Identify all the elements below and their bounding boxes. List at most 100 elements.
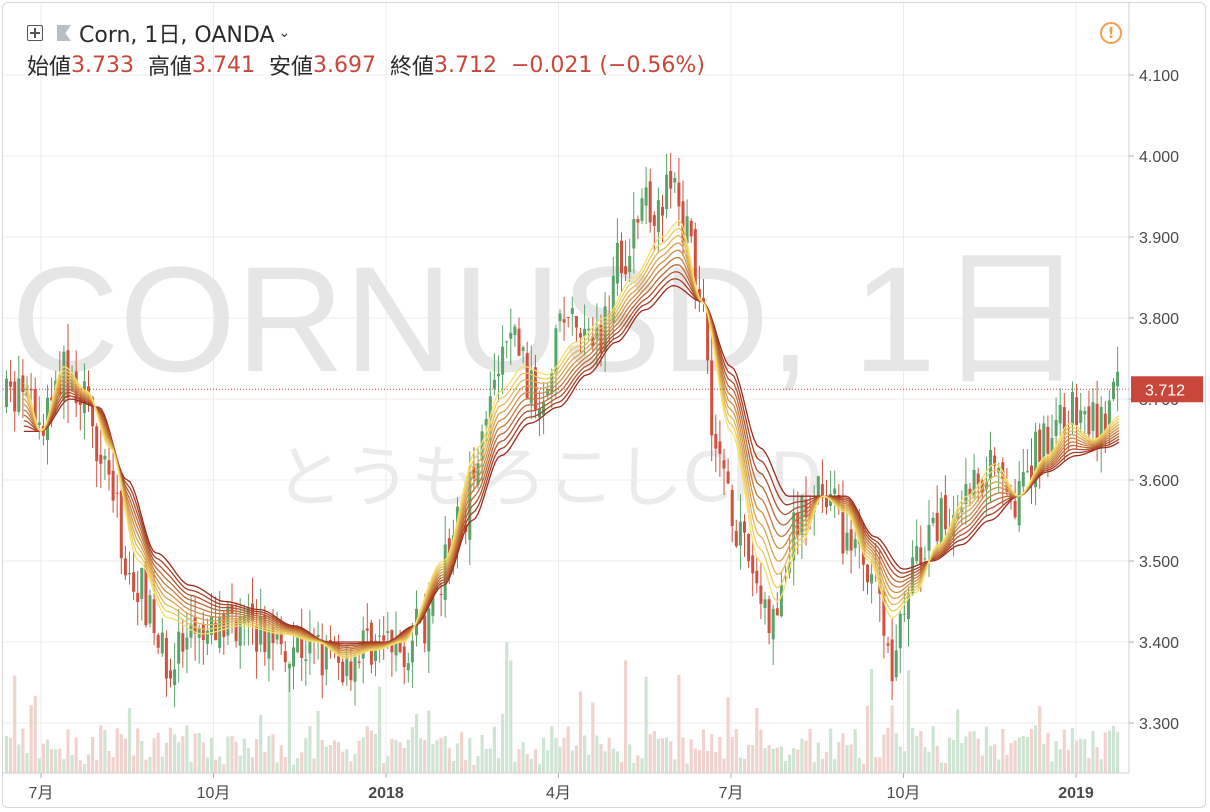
volume-bar <box>1001 729 1005 773</box>
candle-body <box>902 613 906 615</box>
price-axis: 3.3003.4003.5003.6003.7003.8003.9004.000… <box>1128 3 1203 773</box>
candle-body <box>1071 392 1074 425</box>
high-label: 高値 <box>148 55 193 80</box>
volume-bar <box>66 729 70 773</box>
volume-bar <box>271 734 275 773</box>
candle-body <box>164 637 168 679</box>
candle-body <box>853 539 857 549</box>
candle-body <box>13 381 17 412</box>
alert-circle-icon[interactable]: ! <box>1100 22 1122 44</box>
chart-canvas[interactable]: CORNUSD, 1日とうもろこしCFD3.3003.4003.5003.600… <box>3 3 1206 808</box>
candle-body <box>656 200 660 233</box>
volume-bar <box>554 738 558 773</box>
volume-bar <box>173 734 177 773</box>
candle-body <box>825 495 828 508</box>
volume-bar <box>287 661 291 773</box>
volume-bar <box>759 729 763 773</box>
candle-body <box>394 638 398 656</box>
volume-bar <box>9 737 13 773</box>
volume-bar <box>250 757 255 773</box>
volume-bar <box>824 752 829 773</box>
volume-bar <box>1091 731 1095 773</box>
volume-bar <box>189 761 193 773</box>
candle-body <box>579 333 582 338</box>
ribbon-line <box>23 242 1120 654</box>
volume-bar <box>345 749 349 773</box>
volume-bar <box>738 757 742 773</box>
volume-bar <box>246 748 250 773</box>
volume-bar <box>1075 740 1079 773</box>
candle-body <box>570 308 574 314</box>
candle-body <box>923 558 927 560</box>
candle-body <box>931 517 935 524</box>
volume-bar <box>300 752 304 773</box>
volume-bar <box>894 733 898 773</box>
candle-body <box>296 637 300 653</box>
volume-bar <box>783 760 788 773</box>
candle-body <box>484 418 488 426</box>
ribbon-line <box>23 234 1120 656</box>
candle-body <box>398 642 402 653</box>
plus-box-icon[interactable] <box>27 25 43 41</box>
volume-bar <box>1083 739 1087 773</box>
volume-bar <box>353 754 357 773</box>
candle-body <box>677 182 681 207</box>
open-label: 始値 <box>27 55 72 80</box>
volume-bar <box>988 746 993 773</box>
volume-bar <box>41 743 45 773</box>
candle-body <box>160 632 164 654</box>
candle-body <box>255 626 259 652</box>
volume-bar <box>587 754 591 773</box>
volume-bar <box>365 726 369 773</box>
volume-bar <box>25 753 29 773</box>
volume-bar <box>140 740 144 773</box>
price-tick-label: 4.000 <box>1139 149 1179 166</box>
volume-bar <box>509 660 513 773</box>
volume-bar <box>398 742 402 773</box>
volume-bar <box>501 713 505 773</box>
volume-bar <box>115 728 119 773</box>
ribbon-line <box>23 264 1120 649</box>
candle-body <box>525 353 529 399</box>
volume-bar <box>902 751 906 773</box>
volume-bar <box>394 740 398 773</box>
time-axis: 7月 10月 2018 4月 7月 10月 2019 <box>3 772 1129 802</box>
volume-bar <box>607 737 611 773</box>
volume-bar <box>304 737 308 773</box>
volume-bar <box>132 755 136 773</box>
volume-bar <box>312 758 316 773</box>
time-tick-label: 2019 <box>1058 785 1094 802</box>
symbol-title[interactable]: Corn, 1日, OANDA <box>79 23 275 48</box>
volume-bar <box>378 686 382 773</box>
candle-body <box>718 441 722 454</box>
volume-bar <box>1070 728 1075 773</box>
volume-bar <box>144 759 148 773</box>
candle-body <box>17 378 21 413</box>
volume-bar <box>550 726 554 773</box>
candle-body <box>341 661 345 683</box>
volume-bar <box>767 745 771 773</box>
volume-bar <box>1079 738 1083 773</box>
volume-bar <box>99 725 103 773</box>
flag-icon[interactable] <box>57 25 71 41</box>
volume-bar <box>640 758 644 773</box>
volume-bar <box>747 744 751 773</box>
volume-bar <box>1087 758 1091 773</box>
candle-body <box>513 326 517 336</box>
candle-body <box>5 378 8 408</box>
volume-bar <box>505 642 509 773</box>
volume-bar <box>570 750 574 773</box>
volume-bar <box>710 734 714 773</box>
candle-body <box>1046 426 1050 454</box>
volume-bar <box>480 734 484 773</box>
ribbon-line <box>23 220 1120 659</box>
candle-body <box>99 454 103 464</box>
volume-bar <box>841 733 845 773</box>
candle-body <box>201 624 205 641</box>
candle-body <box>210 616 213 636</box>
candle-body <box>800 496 804 536</box>
chevron-down-icon[interactable]: ⌄ <box>278 25 291 41</box>
volume-bar <box>390 738 394 773</box>
volume-bar <box>320 739 324 773</box>
volume-bar <box>275 762 279 773</box>
